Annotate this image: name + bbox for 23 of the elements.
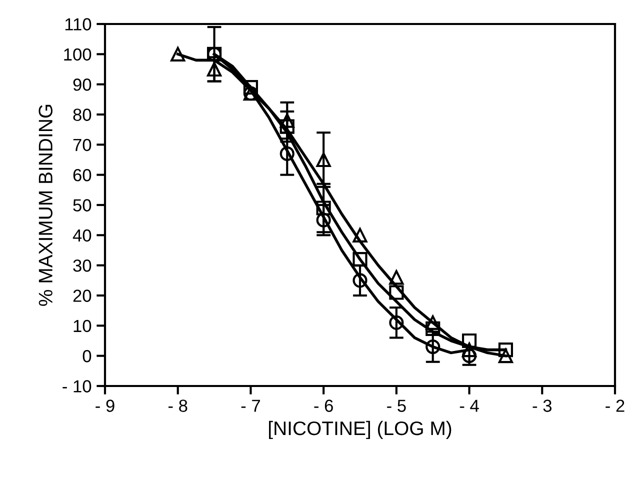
y-tick-label: 50 (73, 199, 92, 212)
x-tick-label: - 5 (387, 400, 406, 412)
y-tick-label: 60 (73, 169, 92, 182)
y-tick-label: 70 (73, 138, 92, 152)
x-tick-label: - 8 (168, 400, 188, 412)
x-tick-label: - 4 (460, 400, 479, 412)
x-tick-label: - 3 (532, 400, 552, 412)
y-tick-label: 110 (65, 18, 92, 30)
x-tick-label: - 9 (96, 400, 114, 412)
x-tick-label: - 7 (241, 400, 260, 412)
x-tick-label: - 6 (314, 400, 333, 412)
y-tick-label: 100 (64, 48, 92, 61)
y-tick-label: - 10 (62, 380, 92, 392)
y-axis-title: % MAXIMUM BINDING (38, 104, 52, 306)
x-axis-title: [NICOTINE] (LOG M) (269, 420, 452, 440)
y-tick-label: 30 (73, 260, 92, 272)
y-tick-label: 0 (82, 350, 92, 362)
y-tick-label: 20 (73, 290, 92, 302)
y-tick-label: 10 (74, 320, 92, 332)
y-tick-label: 90 (73, 78, 92, 91)
y-tick-label: 40 (72, 229, 92, 242)
x-tick-label: - 2 (606, 400, 624, 412)
y-tick-label: 80 (73, 108, 92, 121)
